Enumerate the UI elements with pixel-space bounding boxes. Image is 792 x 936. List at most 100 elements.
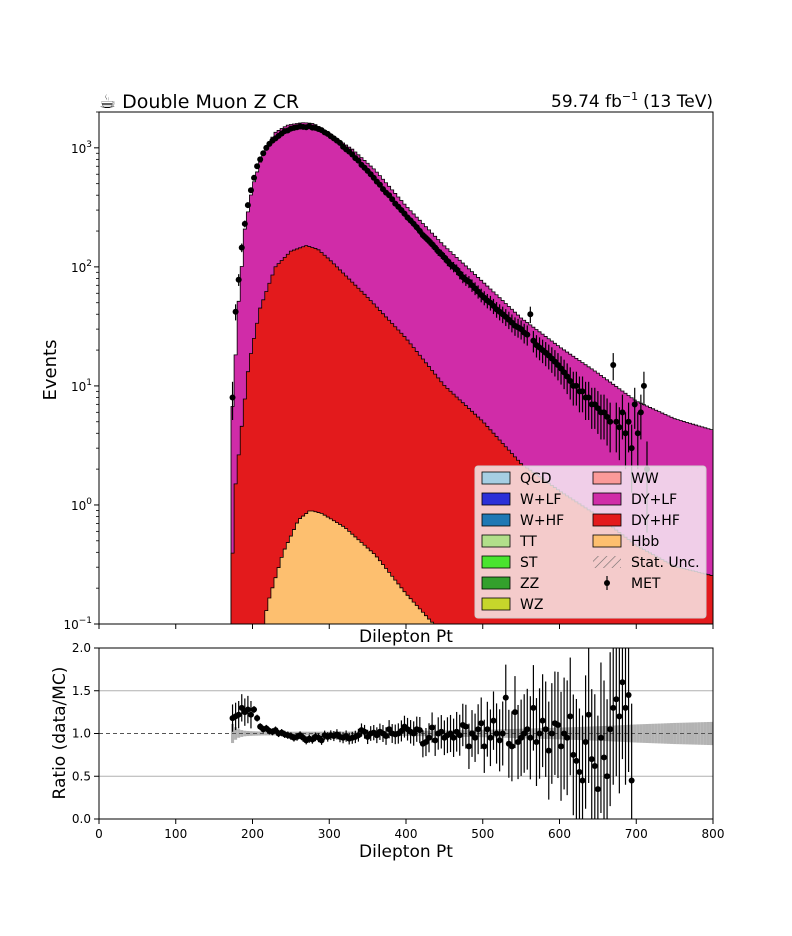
ratio-point xyxy=(567,713,574,720)
ratio-unc-bin xyxy=(685,722,689,745)
ratio-point xyxy=(594,786,601,793)
ratio-point xyxy=(416,727,423,734)
legend-item-dy-lf: DY+LF xyxy=(592,492,677,508)
legend-swatch xyxy=(481,471,511,485)
ratio-point xyxy=(585,711,592,718)
ratio-point xyxy=(481,743,488,750)
data-point xyxy=(260,150,267,157)
ratio-point xyxy=(502,694,509,701)
ratio-point xyxy=(548,730,555,737)
ratio-point xyxy=(558,743,565,750)
ratio-point xyxy=(490,717,497,724)
ratio-x-tick-label: 600 xyxy=(548,827,571,841)
ratio-unc-bin xyxy=(264,731,268,736)
legend-item-dy-hf: DY+HF xyxy=(592,513,680,529)
ratio-point xyxy=(601,754,608,761)
data-point xyxy=(561,369,568,376)
figure-title: ☕ Double Muon Z CR xyxy=(99,91,299,113)
legend-label: QCD xyxy=(520,471,552,487)
data-point xyxy=(594,405,601,412)
ratio-unc-bin xyxy=(255,731,259,736)
ratio-point xyxy=(472,734,479,741)
data-point xyxy=(607,418,614,425)
lumi-label: 59.74 fb−1 (13 TeV) xyxy=(551,90,713,112)
lumi-exp: −1 xyxy=(622,90,638,103)
legend-label: ST xyxy=(520,555,538,571)
data-point xyxy=(247,187,254,194)
ratio-point xyxy=(554,721,561,728)
data-point xyxy=(254,163,261,170)
legend-label: W+LF xyxy=(520,492,561,508)
data-point xyxy=(229,394,236,401)
ratio-unc-bin xyxy=(636,724,640,743)
ratio-unc-bin xyxy=(642,724,646,743)
y-tick-label: 10−1 xyxy=(63,616,92,632)
ratio-point xyxy=(478,720,485,727)
ratio-point xyxy=(410,730,417,737)
ratio-point xyxy=(465,743,472,750)
ratio-point xyxy=(244,706,251,713)
ratio-unc-bin xyxy=(663,723,667,744)
ratio-point xyxy=(469,730,476,737)
ratio-point xyxy=(450,734,457,741)
data-point xyxy=(628,445,635,452)
ratio-unc-bin xyxy=(243,730,247,737)
lumi-value: 59.74 fb xyxy=(551,92,622,112)
ratio-point xyxy=(515,739,522,746)
ratio-point xyxy=(499,730,506,737)
data-point xyxy=(530,337,537,344)
data-layer xyxy=(229,123,650,533)
ratio-unc-bin xyxy=(648,723,652,744)
ratio-point xyxy=(582,739,589,746)
legend-swatch xyxy=(481,492,511,506)
ratio-unc-bin xyxy=(697,722,701,745)
ratio-point xyxy=(508,743,515,750)
legend-label: WW xyxy=(631,471,659,487)
legend-label: Stat. Unc. xyxy=(631,555,700,571)
legend-label: MET xyxy=(631,576,661,592)
ratio-y-tick-label: 1.5 xyxy=(72,684,91,698)
ratio-x-tick-label: 800 xyxy=(702,827,725,841)
ratio-x-tick-label: 500 xyxy=(471,827,494,841)
ratio-x-tick-label: 300 xyxy=(318,827,341,841)
data-point xyxy=(610,361,617,368)
ratio-point xyxy=(539,717,546,724)
data-point xyxy=(622,430,629,437)
data-point xyxy=(616,424,623,431)
ratio-point xyxy=(616,713,623,720)
data-point xyxy=(389,196,396,203)
ratio-x-tick-label: 700 xyxy=(625,827,648,841)
ratio-points xyxy=(229,648,635,819)
ratio-point xyxy=(613,696,620,703)
legend-swatch xyxy=(592,534,622,548)
legend-label: WZ xyxy=(520,597,543,613)
ratio-unc-bin xyxy=(691,722,695,745)
ratio-point xyxy=(438,728,445,735)
data-point xyxy=(640,382,647,389)
legend-swatch xyxy=(481,597,511,611)
ratio-point xyxy=(235,711,242,718)
main-x-axis xyxy=(98,624,714,629)
ratio-point xyxy=(610,704,617,711)
legend-label: Hbb xyxy=(631,534,659,550)
ratio-point xyxy=(251,706,258,713)
ratio-point xyxy=(588,756,595,763)
data-point xyxy=(631,401,638,408)
ratio-point xyxy=(597,734,604,741)
ratio-x-tick-label: 200 xyxy=(241,827,264,841)
ratio-point xyxy=(536,730,543,737)
ratio-y-axis-label: Ratio (data/MC) xyxy=(50,667,70,800)
data-point xyxy=(564,373,571,380)
legend-label: TT xyxy=(519,534,537,550)
ratio-unc-bin xyxy=(292,731,296,736)
main-y-axis: 10−1 100 101 102 103 xyxy=(63,111,99,632)
legend-label: ZZ xyxy=(520,576,539,592)
data-point xyxy=(524,331,531,338)
ratio-point xyxy=(422,739,429,746)
data-point xyxy=(251,174,258,181)
legend-item-w-hf: W+HF xyxy=(481,513,564,529)
legend-label: DY+LF xyxy=(631,492,677,508)
legend-item-hbb: Hbb xyxy=(592,534,659,550)
ratio-point xyxy=(456,732,463,739)
